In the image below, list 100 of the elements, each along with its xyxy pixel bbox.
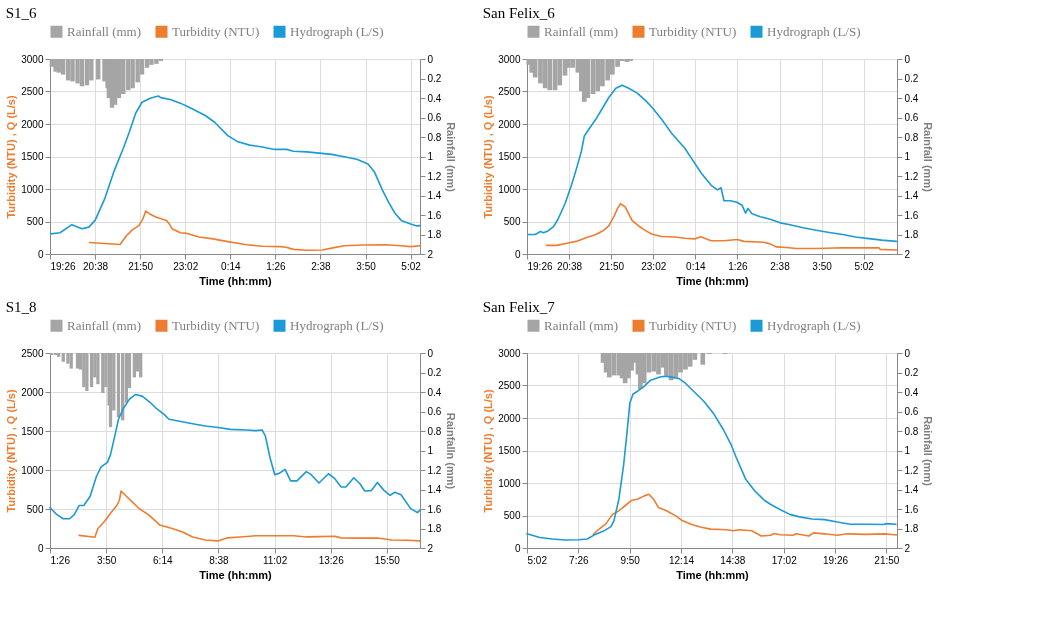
bar	[56, 59, 61, 73]
bar	[585, 59, 591, 98]
bar	[664, 353, 669, 376]
y-tick-label: 2500	[21, 86, 44, 97]
legend-label: Turbidity (NTU)	[649, 23, 737, 39]
y-tick-label: 500	[26, 503, 44, 515]
legend-label: Hydrograph (L/S)	[290, 317, 384, 333]
y2-tick-label: 0.2	[427, 73, 442, 84]
y-tick-label: 1500	[498, 445, 521, 456]
y-tick-label: 3000	[21, 53, 44, 65]
x-tick-label: 20:38	[83, 260, 109, 272]
y-tick-label: 2000	[21, 386, 44, 398]
x-tick-label: 17:02	[771, 554, 798, 566]
y-tick-label: 1000	[498, 477, 521, 489]
legend-label: Turbidity (NTU)	[172, 23, 260, 39]
bar	[132, 353, 137, 378]
y-tick-label: 0	[514, 542, 521, 554]
bar	[69, 353, 73, 369]
x-tick-label: 19:26	[527, 260, 553, 272]
bar	[651, 353, 657, 372]
legend-label: Hydrograph (L/S)	[767, 23, 861, 39]
y2-tick-label: 1.2	[427, 464, 442, 476]
bar	[595, 59, 601, 92]
x-axis-title: Time (hh:mm)	[199, 568, 273, 581]
y2-axis-title: Rainfall (mm)	[445, 122, 458, 193]
y-tick-label: 1000	[498, 183, 521, 195]
y-tick-label: 2000	[21, 118, 44, 130]
y-axis-title: Turbidity (NTU) , Q (L/s)	[482, 95, 495, 219]
y2-tick-label: 1.4	[427, 484, 442, 495]
y2-tick-label: 2	[427, 542, 434, 554]
y2-tick-label: 2	[427, 248, 434, 260]
x-tick-label: 11:02	[262, 554, 288, 566]
y-tick-label: 500	[26, 216, 44, 227]
x-tick-label: 0:14	[686, 260, 707, 272]
x-tick-label: 1:26	[266, 260, 287, 272]
y2-tick-label: 1	[427, 445, 434, 456]
x-tick-label: 9:50	[620, 554, 641, 566]
x-axis-title: Time (hh:mm)	[199, 274, 273, 287]
bar	[673, 353, 679, 378]
y2-tick-label: 2	[904, 248, 911, 260]
y2-tick-label: 1	[427, 151, 434, 162]
y2-tick-label: 1.6	[427, 503, 442, 515]
bar	[139, 353, 143, 378]
y2-tick-label: 0.2	[427, 367, 442, 378]
y2-axis-title: Rainfall (mm)	[922, 122, 935, 193]
y2-tick-label: 0	[427, 347, 434, 359]
x-tick-label: 3:50	[812, 260, 833, 272]
x-tick-label: 3:50	[96, 554, 117, 566]
legend-label: Rainfall (mm)	[544, 317, 619, 333]
y-axis-title: Turbidity (NTU) , Q (L/s)	[482, 389, 495, 513]
x-tick-label: 1:26	[50, 554, 71, 566]
y2-tick-label: 0.6	[904, 406, 919, 417]
x-tick-label: 21:50	[874, 554, 900, 566]
x-tick-label: 21:50	[599, 260, 625, 272]
x-tick-label: 3:50	[356, 260, 377, 272]
legend-label: Hydrograph (L/S)	[290, 23, 384, 39]
x-tick-label: 1:26	[728, 260, 749, 272]
y2-tick-label: 1.8	[427, 523, 442, 534]
y2-tick-label: 0.8	[904, 425, 919, 437]
line-series	[592, 493, 898, 537]
y2-tick-label: 0	[904, 347, 911, 359]
y-tick-label: 0	[37, 248, 44, 260]
legend-label: Hydrograph (L/S)	[767, 317, 861, 333]
x-tick-label: 20:38	[557, 260, 583, 272]
y2-tick-label: 1.6	[427, 209, 442, 221]
x-tick-label: 19:26	[823, 554, 849, 566]
legend-label: Turbidity (NTU)	[649, 317, 737, 333]
y2-axis-title: Rainfall (mm)	[922, 416, 935, 487]
x-tick-label: 0:14	[221, 260, 241, 272]
legend-label: Turbidity (NTU)	[172, 317, 260, 333]
x-tick-label: 8:38	[209, 554, 230, 566]
y-tick-label: 1000	[21, 183, 44, 195]
x-tick-label: 14:38	[720, 554, 746, 566]
chart-title: S1_6	[5, 5, 38, 21]
y-tick-label: 1500	[21, 425, 44, 437]
legend-label: Rainfall (mm)	[67, 23, 142, 39]
x-tick-label: 5:02	[527, 554, 548, 566]
x-tick-label: 19:26	[50, 260, 76, 272]
y-tick-label: 0	[37, 542, 44, 554]
x-tick-label: 23:02	[641, 260, 667, 272]
chart-title: S1_8	[5, 299, 37, 315]
y2-tick-label: 1.2	[427, 170, 442, 182]
line-series	[88, 210, 421, 252]
x-tick-label: 2:38	[311, 260, 332, 272]
line-series	[545, 202, 898, 251]
y2-tick-label: 0.6	[427, 406, 442, 417]
bar	[85, 353, 89, 392]
bar	[687, 353, 693, 367]
bar	[75, 353, 80, 369]
y-tick-label: 1500	[498, 151, 521, 162]
chart-title: San Felix_7	[482, 299, 556, 315]
y2-tick-label: 0.6	[904, 112, 919, 123]
y2-tick-label: 1.6	[904, 209, 919, 221]
y-tick-label: 500	[503, 216, 521, 227]
x-tick-label: 15:50	[374, 554, 401, 566]
y2-axis-title: Rainfalln (mm)	[445, 412, 458, 490]
line-series	[78, 490, 421, 542]
y2-tick-label: 1.4	[427, 190, 442, 201]
x-tick-label: 2:38	[770, 260, 791, 272]
y2-tick-label: 1.8	[427, 229, 442, 240]
